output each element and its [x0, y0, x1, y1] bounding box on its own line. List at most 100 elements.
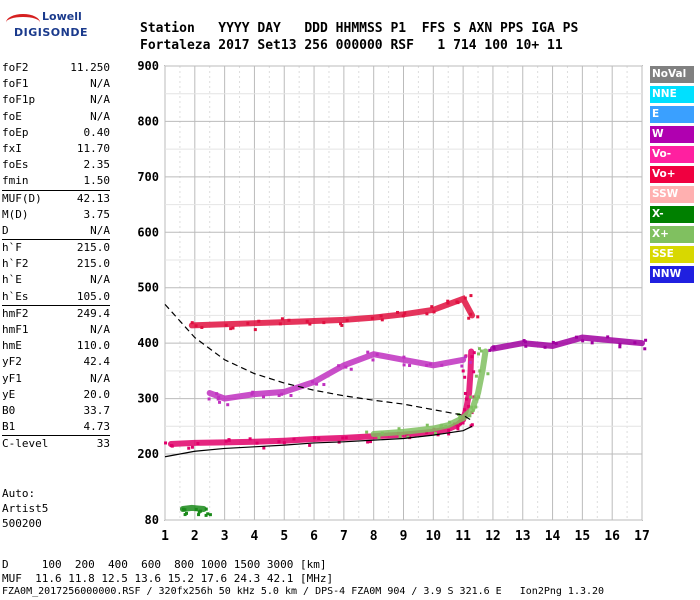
x-tick-label: 9 [400, 529, 408, 544]
y-tick-label: 200 [137, 447, 159, 461]
echo-point [246, 321, 250, 325]
param-name: h`F2 [2, 257, 29, 271]
param-value: 42.13 [76, 191, 110, 205]
echo-point [380, 431, 384, 435]
param-row: foEp 0.40 [2, 125, 110, 141]
param-value: 20.0 [83, 387, 111, 401]
param-row: yF2 42.4 [2, 354, 110, 370]
param-row: h`F2 215.0 [2, 256, 110, 272]
echo-point [618, 342, 622, 346]
param-name: h`E [2, 273, 22, 287]
echo-point [463, 391, 467, 395]
y-tick-label: 500 [137, 281, 159, 295]
echo-point [402, 355, 406, 359]
x-tick-label: 14 [545, 529, 561, 544]
param-value: N/A [90, 93, 110, 107]
param-row: yF1 N/A [2, 371, 110, 387]
footer-muf-row: MUF 11.6 11.8 12.5 13.6 15.2 17.6 24.3 4… [2, 572, 334, 585]
echo-point [217, 395, 221, 399]
param-value: N/A [90, 371, 110, 385]
echo-point [446, 301, 450, 305]
param-name: h`F [2, 241, 22, 255]
autoscaling-info: Auto: Artist5 500200 [2, 486, 48, 531]
parameter-list: foF2 11.250 foF1 N/A foF1p N/A foE N/A foEp 0.40 f… [2, 60, 110, 453]
x-tick-label: 15 [575, 529, 591, 544]
echo-point [278, 322, 282, 326]
echo-point [447, 429, 451, 433]
echo-point [477, 347, 481, 351]
param-row: hmE 110.0 [2, 338, 110, 354]
echo-point [432, 310, 436, 314]
echo-point [204, 507, 208, 511]
echo-point [478, 369, 482, 373]
echo-point [224, 323, 228, 327]
echo-point [262, 446, 266, 450]
echo-point [227, 438, 231, 442]
legend-item-e: E [650, 106, 694, 123]
echo-point [181, 507, 185, 511]
legend-item-nne: NNE [650, 86, 694, 103]
echo-point [469, 294, 473, 298]
y-tick-label: 900 [137, 59, 159, 73]
param-row: fxI 11.70 [2, 141, 110, 157]
echo-point [313, 436, 317, 440]
profile-dashed [164, 303, 473, 422]
auto-program: Artist5 [2, 502, 49, 515]
echo-point [280, 317, 284, 321]
echo-point [463, 296, 467, 300]
echo-point [492, 346, 496, 350]
trace-multiple-f-echoes [188, 295, 476, 329]
echo-point [446, 299, 450, 303]
echo-point [543, 345, 547, 349]
echo-point [224, 439, 228, 443]
echo-point [257, 319, 261, 323]
param-value: 2.35 [83, 158, 111, 172]
footer-info-row: FZA0M_2017256000000.RSF / 320fx256h 50 k… [2, 586, 605, 597]
param-name: yF1 [2, 371, 22, 385]
param-value: N/A [90, 223, 110, 237]
echo-point [467, 316, 471, 320]
x-tick-label: 7 [340, 529, 348, 544]
y-tick-label: 80 [145, 513, 159, 527]
echo-point [308, 443, 312, 447]
legend-item-vo+: Vo+ [650, 166, 694, 183]
x-tick-label: 6 [310, 529, 318, 544]
echo-point [253, 328, 257, 332]
echo-point [633, 341, 637, 345]
x-tick-label: 17 [634, 529, 650, 544]
echo-point [184, 511, 188, 515]
trace-x-trace-f2 [370, 348, 489, 438]
param-value: 215.0 [76, 257, 110, 271]
echo-point [366, 440, 370, 444]
param-name: yF2 [2, 355, 22, 369]
param-name: foEs [2, 158, 29, 172]
echo-point [380, 318, 384, 322]
param-value: N/A [90, 273, 110, 287]
x-tick-label: 10 [425, 529, 441, 544]
param-row: D N/A [2, 223, 110, 241]
param-value: 105.0 [76, 289, 110, 303]
param-value: 33 [96, 437, 110, 451]
echo-point [183, 508, 187, 512]
x-tick-label: 16 [604, 529, 620, 544]
echo-point [643, 347, 647, 351]
echo-point [341, 436, 345, 440]
echo-point [468, 414, 472, 418]
echo-point [396, 310, 400, 314]
echo-point [472, 351, 476, 355]
echo-point [524, 344, 528, 348]
echo-point [322, 383, 326, 387]
y-tick-label: 600 [137, 225, 159, 239]
echo-point [522, 339, 526, 343]
echo-point [581, 339, 585, 343]
echo-point [433, 431, 437, 435]
param-row: hmF1 N/A [2, 322, 110, 338]
param-name: fxI [2, 141, 22, 155]
echo-point [218, 400, 222, 404]
echo-point [470, 355, 474, 359]
legend-item-w: W [650, 126, 694, 143]
param-value: N/A [90, 109, 110, 123]
y-tick-label: 400 [137, 336, 159, 350]
param-row: foF1 N/A [2, 76, 110, 92]
echo-point [248, 437, 252, 441]
